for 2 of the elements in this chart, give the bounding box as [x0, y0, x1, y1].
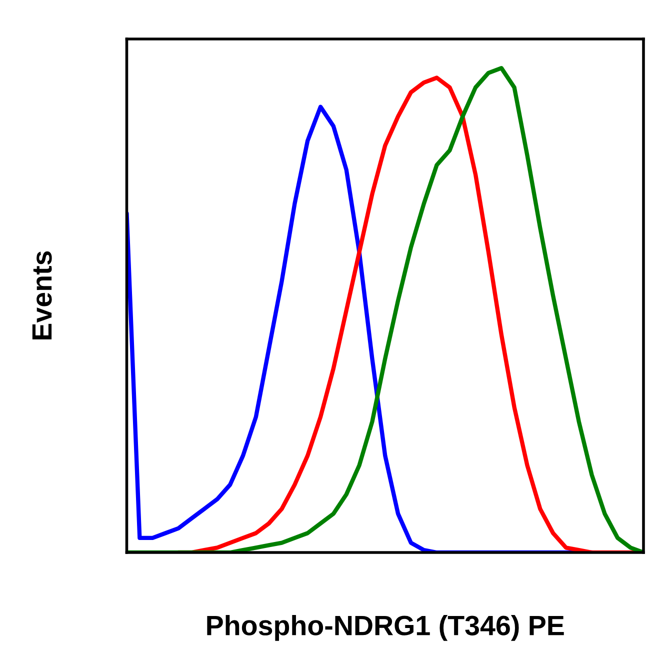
- y-axis-title: Events: [32, 251, 52, 340]
- x-axis-title: Phospho-NDRG1 (T346) PE: [207, 615, 564, 641]
